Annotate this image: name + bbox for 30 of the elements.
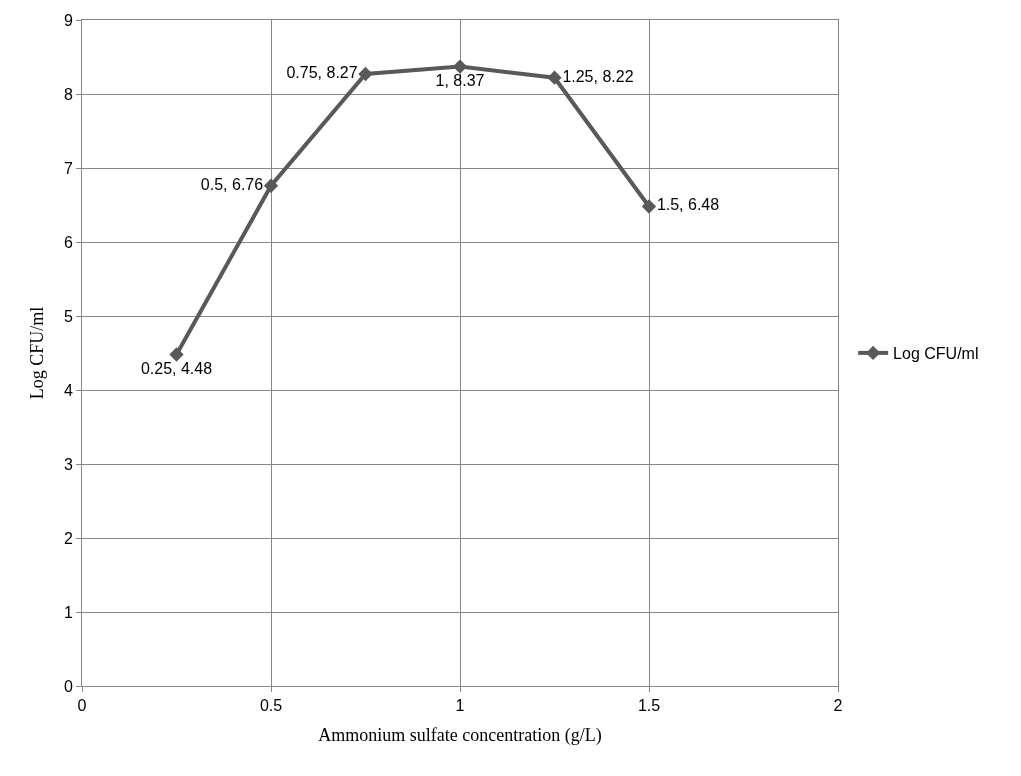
y-tick-label: 6 bbox=[63, 233, 73, 251]
point bbox=[641, 199, 657, 214]
data-label: 1.25, 8.22 bbox=[562, 67, 634, 85]
x-tick-label: 1.5 bbox=[637, 697, 661, 715]
y-axis-title: Log CFU/ml bbox=[27, 306, 48, 400]
data-label: 0.5, 6.76 bbox=[200, 175, 264, 193]
y-tick-label: 9 bbox=[63, 11, 73, 29]
legend-label: Log CFU/ml bbox=[893, 345, 979, 363]
x-tick-label: 0 bbox=[77, 697, 87, 715]
y-tick-label: 2 bbox=[63, 529, 73, 547]
x-tick-label: 1 bbox=[455, 697, 465, 715]
y-tick-label: 0 bbox=[63, 677, 73, 695]
y-tick-label: 4 bbox=[63, 381, 73, 399]
point bbox=[452, 59, 468, 74]
y-tick-label: 5 bbox=[63, 307, 73, 325]
x-axis-title: Ammonium sulfate concentration (g/L) bbox=[318, 725, 602, 747]
point bbox=[547, 70, 562, 85]
data-label: 0.75, 8.27 bbox=[286, 64, 358, 82]
point bbox=[169, 347, 184, 362]
y-tick-label: 3 bbox=[63, 455, 73, 473]
y-tick-label: 8 bbox=[63, 85, 73, 103]
data-label: 1.5, 6.48 bbox=[656, 196, 720, 214]
data-label: 0.25, 4.48 bbox=[140, 360, 213, 378]
point bbox=[358, 66, 373, 82]
y-tick-label: 1 bbox=[63, 603, 73, 621]
x-tick-label: 2 bbox=[833, 697, 843, 715]
data-label: 1, 8.37 bbox=[435, 72, 485, 90]
x-tick-label: 0.5 bbox=[259, 697, 283, 715]
y-tick-label: 7 bbox=[63, 159, 73, 177]
point bbox=[263, 178, 279, 193]
